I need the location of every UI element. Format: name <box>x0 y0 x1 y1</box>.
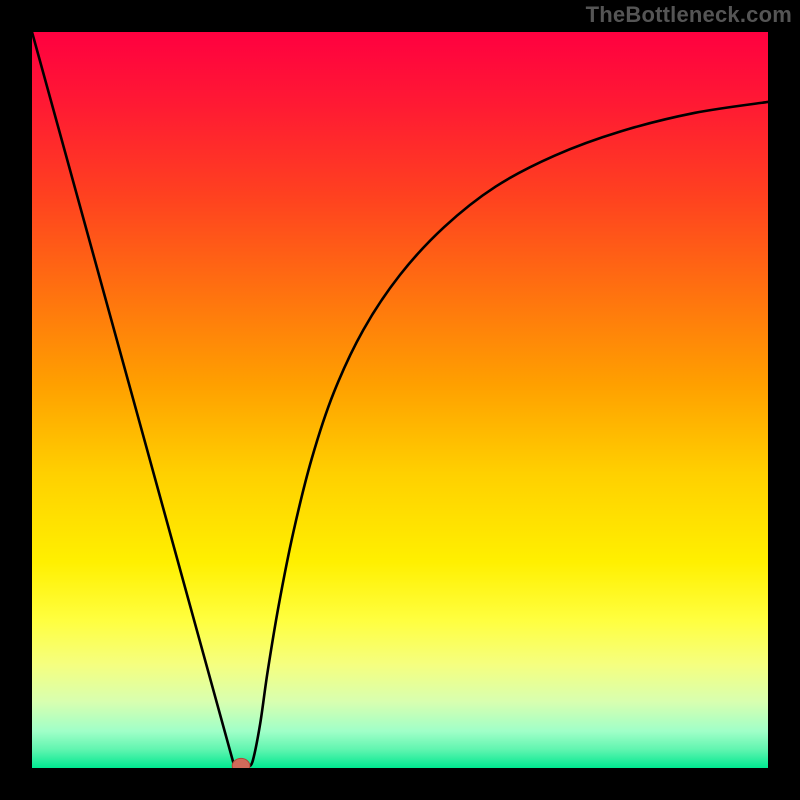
bottleneck-chart <box>32 32 768 768</box>
chart-background <box>32 32 768 768</box>
watermark-text: TheBottleneck.com <box>586 2 792 28</box>
